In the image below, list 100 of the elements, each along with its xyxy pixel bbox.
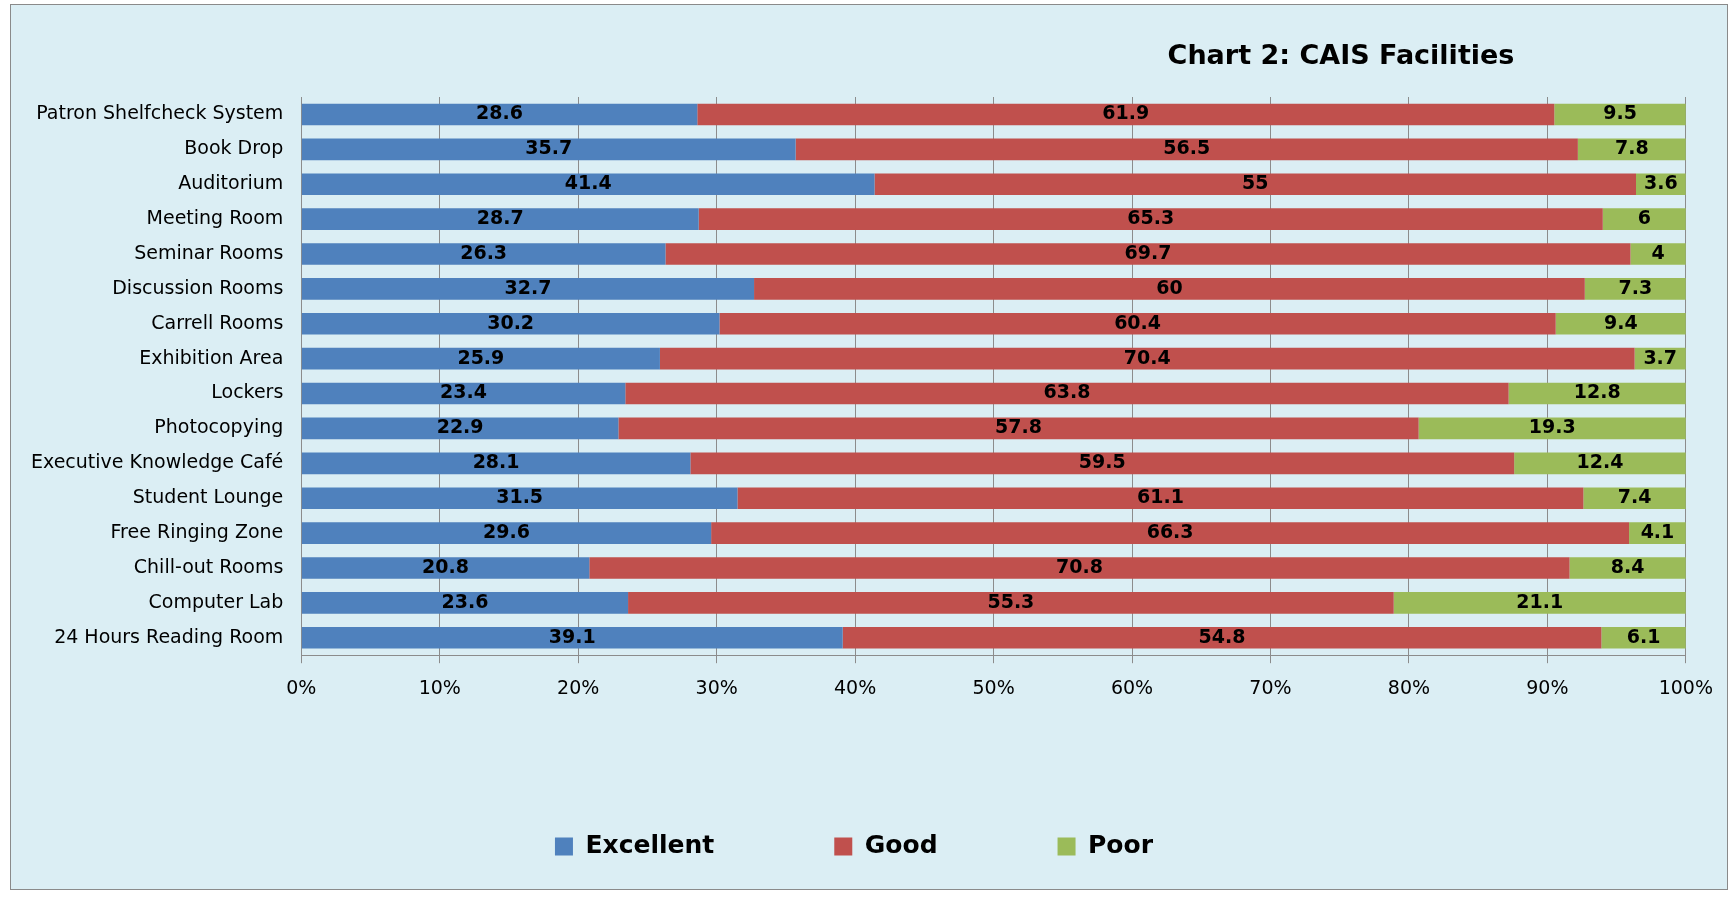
bar (690, 452, 1515, 475)
bar (1602, 208, 1686, 230)
data-label: 63.8 (1043, 380, 1091, 403)
bar (301, 626, 843, 649)
bar (301, 243, 666, 265)
x-tick-label: 20% (557, 675, 600, 698)
data-label: 12.8 (1573, 380, 1621, 403)
bar (301, 208, 699, 230)
data-label: 26.3 (460, 240, 508, 263)
bar (301, 522, 712, 544)
data-label: 4 (1651, 240, 1665, 263)
data-label: 4.1 (1640, 520, 1675, 543)
chart-title: Chart 2: CAIS Facilities (1166, 39, 1516, 70)
x-tick-label: 30% (695, 675, 738, 698)
data-label: 23.6 (441, 589, 489, 612)
bar (711, 522, 1630, 544)
y-tick-label: Auditorium (178, 171, 284, 194)
data-label: 28.6 (476, 101, 523, 124)
bar (665, 243, 1631, 265)
data-label: 20.8 (422, 554, 469, 577)
y-tick-label: Exhibition Area (139, 345, 284, 368)
data-label: 31.5 (496, 485, 544, 508)
bar (698, 208, 1603, 230)
data-label: 21.1 (1516, 589, 1564, 612)
bar (301, 138, 796, 161)
y-tick-label: Executive Knowledge Café (30, 450, 284, 473)
data-label: 59.5 (1078, 450, 1126, 473)
data-label: 3.6 (1644, 171, 1678, 194)
bar (1569, 557, 1686, 579)
x-tick-label: 70% (1249, 675, 1292, 698)
data-label: 65.3 (1127, 206, 1175, 229)
bar (625, 382, 1509, 405)
bar (874, 173, 1636, 196)
data-label: 7.4 (1617, 485, 1652, 508)
data-label: 60.4 (1114, 310, 1162, 333)
y-tick-label: Photocopying (154, 415, 284, 438)
data-label: 55.3 (987, 589, 1035, 612)
bar (842, 626, 1602, 649)
data-label: 70.4 (1123, 345, 1171, 368)
data-label: 28.7 (476, 206, 524, 229)
data-label: 41.4 (564, 171, 612, 194)
x-tick-label: 80% (1387, 675, 1431, 698)
bar (719, 312, 1556, 335)
data-label: 3.7 (1643, 345, 1678, 368)
bar (301, 173, 875, 196)
y-tick-label: Lockers (211, 380, 284, 403)
data-label: 28.1 (472, 450, 520, 473)
data-label: 54.8 (1198, 624, 1246, 647)
bar (301, 312, 720, 335)
data-label: 9.4 (1603, 310, 1638, 333)
bar (628, 592, 1394, 614)
bar (795, 138, 1578, 161)
data-label: 55 (1242, 171, 1269, 194)
data-label: 56.5 (1163, 136, 1211, 159)
data-label: 19.3 (1528, 415, 1576, 438)
data-label: 8.4 (1610, 554, 1645, 577)
data-label: 70.8 (1055, 554, 1103, 577)
data-label: 30.2 (487, 310, 535, 333)
data-label: 12.4 (1576, 450, 1624, 473)
bar (1418, 417, 1686, 440)
x-tick-label: 10% (418, 675, 461, 698)
x-tick-label: 50% (972, 675, 1015, 698)
bar (301, 278, 755, 300)
data-label: 29.6 (483, 520, 530, 543)
data-label: 7.8 (1615, 136, 1649, 159)
y-tick-label: 24 Hours Reading Room (54, 624, 284, 647)
y-tick-label: Seminar Rooms (134, 240, 284, 263)
legend-label: Good (864, 830, 938, 859)
bar (589, 557, 1570, 579)
bar (1630, 243, 1686, 265)
x-tick-label: 40% (834, 675, 877, 698)
data-label: 66.3 (1146, 520, 1194, 543)
bar (301, 417, 619, 440)
bar (1584, 278, 1686, 300)
data-label: 25.9 (457, 345, 505, 368)
y-tick-label: Computer Lab (148, 589, 284, 612)
bar (301, 382, 626, 405)
bar (754, 278, 1585, 300)
data-label: 6 (1637, 206, 1651, 229)
x-tick-label: 0% (286, 675, 317, 698)
data-label: 6.1 (1626, 624, 1661, 647)
y-tick-label: Discussion Rooms (112, 275, 284, 298)
y-tick-label: Meeting Room (146, 206, 284, 229)
data-label: 57.8 (995, 415, 1042, 438)
bar (301, 487, 738, 510)
x-tick-label: 100% (1658, 675, 1713, 698)
bar (1393, 592, 1686, 614)
legend-label: Poor (1088, 830, 1154, 859)
data-label: 69.7 (1124, 240, 1172, 263)
bar (301, 592, 629, 614)
data-label: 60 (1156, 275, 1183, 298)
bar (301, 557, 590, 579)
y-tick-label: Carrell Rooms (151, 310, 284, 333)
data-label: 61.1 (1136, 485, 1184, 508)
data-label: 22.9 (436, 415, 484, 438)
data-label: 23.4 (440, 380, 487, 403)
bar (301, 452, 691, 475)
x-tick-label: 60% (1110, 675, 1154, 698)
data-label: 7.3 (1618, 275, 1653, 298)
data-label: 61.9 (1102, 101, 1150, 124)
